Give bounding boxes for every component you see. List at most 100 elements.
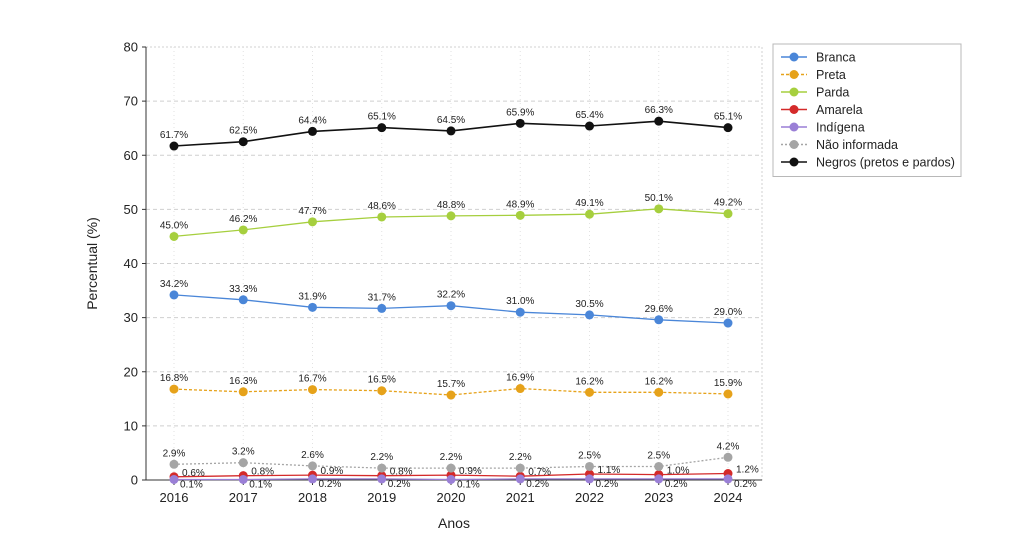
legend-label: Branca (816, 51, 856, 65)
data-label: 0.1% (457, 479, 480, 490)
data-label: 0.2% (734, 479, 757, 490)
data-point (377, 474, 387, 484)
data-point (585, 209, 594, 219)
data-label: 31.7% (368, 292, 396, 303)
data-label: 50.1% (645, 193, 673, 204)
legend: Branca Preta Parda Amarela Indígena Não infor… (772, 43, 962, 177)
legend-item: Indígena (781, 121, 865, 135)
data-label: 46.2% (229, 214, 257, 225)
data-label: 16.8% (160, 373, 188, 384)
data-label: 61.7% (160, 130, 188, 141)
data-point (377, 123, 387, 133)
legend-marker (789, 122, 799, 132)
data-label: 0.2% (665, 479, 688, 490)
legend-label: Amarela (816, 103, 863, 117)
data-point (308, 385, 317, 395)
legend-label: Preta (816, 68, 846, 82)
data-point (723, 209, 733, 219)
y-tick-label: 70 (124, 94, 138, 109)
data-label: 2.2% (440, 452, 463, 463)
y-tick-labels: 0 10 20 30 40 50 60 70 80 (124, 40, 138, 488)
data-label: 1.2% (736, 465, 759, 476)
data-point (585, 121, 594, 131)
data-point (446, 301, 456, 311)
data-point (723, 452, 733, 462)
data-label: 48.8% (437, 200, 465, 211)
data-point (515, 474, 525, 484)
data-label: 16.2% (575, 376, 603, 387)
x-tick-label: 2021 (506, 490, 535, 505)
data-label: 65.4% (575, 110, 603, 121)
legend-label: Negros (pretos e pardos) (816, 156, 955, 170)
data-point (654, 116, 664, 126)
data-point (446, 474, 456, 484)
data-point (169, 459, 179, 469)
data-label: 15.7% (437, 379, 465, 390)
data-label: 0.2% (596, 479, 619, 490)
data-point (654, 461, 664, 471)
data-point (446, 463, 456, 473)
data-label: 2.2% (370, 452, 393, 463)
data-label: 31.9% (298, 291, 326, 302)
series-Negros (pretos e pardos) (169, 116, 733, 151)
x-tick-label: 2017 (229, 490, 258, 505)
data-label: 64.5% (437, 115, 465, 126)
y-tick-label: 50 (124, 202, 138, 217)
legend-item: Branca (781, 51, 856, 65)
data-label: 0.1% (249, 479, 272, 490)
x-tick-label: 2020 (437, 490, 466, 505)
data-label: 16.2% (645, 376, 673, 387)
y-tick-label: 40 (124, 256, 138, 271)
data-point (446, 126, 456, 136)
data-label: 29.6% (645, 304, 673, 315)
data-label: 2.5% (647, 450, 670, 461)
data-point (169, 290, 179, 300)
legend-item: Negros (pretos e pardos) (781, 156, 955, 170)
data-point (585, 387, 594, 397)
x-tick-label: 2023 (644, 490, 673, 505)
legend-marker (789, 140, 799, 149)
data-point (446, 211, 456, 221)
legend-item: Parda (781, 86, 849, 100)
data-label: 16.3% (229, 376, 257, 387)
legend-marker (789, 52, 799, 62)
data-point (723, 389, 733, 399)
data-point (308, 126, 317, 136)
data-point (377, 463, 387, 473)
data-point (585, 461, 594, 471)
y-tick-label: 60 (124, 148, 138, 163)
data-point (308, 461, 317, 471)
data-label: 4.2% (717, 441, 740, 452)
data-label: 0.8% (390, 467, 413, 478)
data-point (654, 315, 664, 325)
data-label: 1.1% (598, 465, 621, 476)
y-tick-label: 0 (131, 473, 138, 488)
data-label: 65.9% (506, 107, 534, 118)
legend-label: Parda (816, 86, 849, 100)
data-label: 31.0% (506, 296, 534, 307)
data-point (169, 141, 179, 151)
series-layer (169, 116, 733, 484)
legend-marker (789, 87, 799, 97)
data-label: 47.7% (298, 206, 326, 217)
legend-marker (789, 157, 799, 167)
data-point (515, 307, 525, 317)
data-point (585, 310, 594, 320)
legend-marker (789, 105, 799, 114)
data-label: 2.6% (301, 450, 324, 461)
data-point (515, 384, 525, 394)
data-label: 0.1% (180, 479, 203, 490)
data-point (377, 212, 387, 222)
data-label: 0.8% (251, 467, 274, 478)
series-Preta (169, 384, 733, 400)
y-tick-label: 10 (124, 418, 138, 433)
data-label: 0.9% (321, 466, 344, 477)
data-point (238, 225, 248, 235)
x-tick-label: 2018 (298, 490, 327, 505)
data-labels-layer: 34.2% 33.3% 31.9% 31.7% 32.2% 31.0% 30.5% 29.6%… (160, 105, 759, 490)
data-point (515, 463, 525, 473)
x-tick-label: 2016 (160, 490, 189, 505)
data-point (169, 231, 179, 241)
y-tick-label: 30 (124, 310, 138, 325)
